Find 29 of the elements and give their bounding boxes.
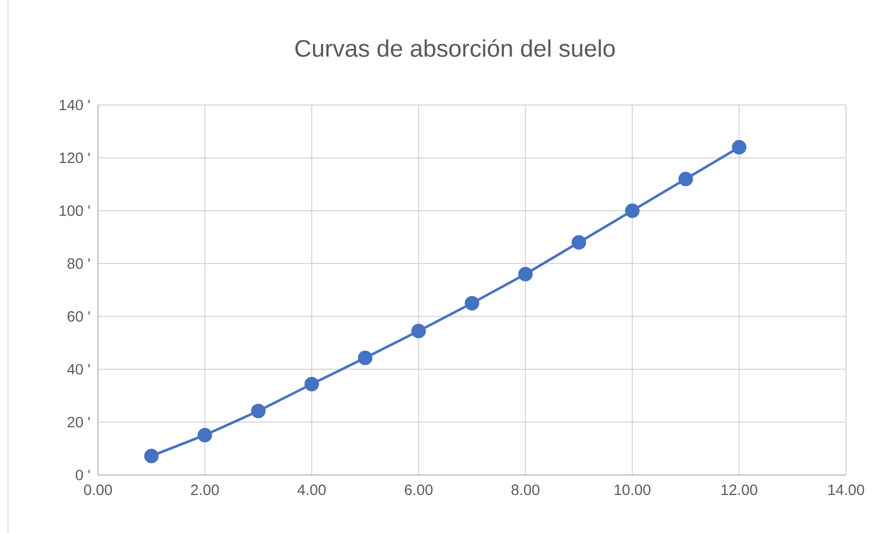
y-tick-label: 120 ' [60,152,90,164]
x-tick-label: 8.00 [512,484,540,496]
x-tick-label: 10.00 [614,484,650,496]
x-tick-label: 2.00 [191,484,219,496]
point [198,428,212,442]
point [251,404,266,418]
point [678,172,693,186]
point [572,235,586,250]
y-tick-label: 140 ' [60,100,90,110]
point [144,448,159,464]
y-tick-label: 0 ' [76,470,90,480]
y-tick-label: 80 ' [68,258,90,269]
x-tick-label: 14.00 [828,484,864,496]
chart-title: Curvas de absorción del suelo [295,39,615,57]
x-tick-label: 12.00 [722,484,758,496]
point [304,376,319,392]
x-tick-label: 0.00 [84,484,112,496]
y-tick-label: 60 ' [68,311,90,322]
point [464,296,480,310]
point [732,140,746,155]
x-tick-label: 4.00 [298,484,326,496]
y-tick-label: 20 ' [68,416,90,428]
point [411,324,426,338]
point [518,266,533,282]
y-tick-label: 40 ' [67,364,90,375]
x-tick-label: 6.00 [404,484,433,496]
point [358,350,372,366]
y-tick-label: 100 ' [60,205,90,216]
point [625,203,640,218]
